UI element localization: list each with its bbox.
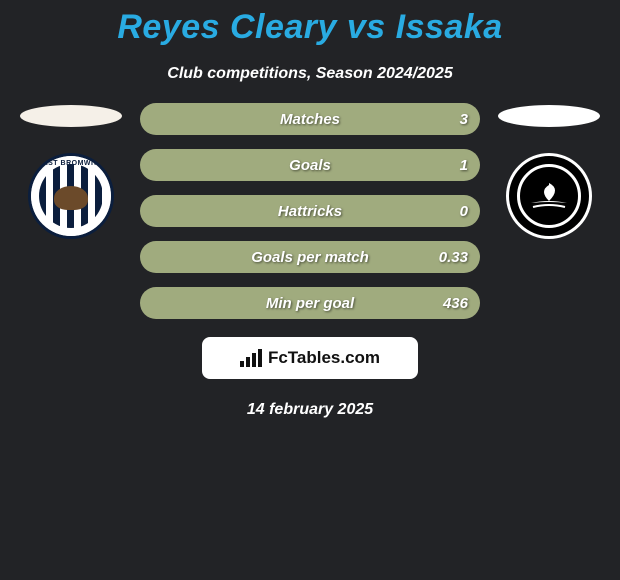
stats-list: Matches 3 Goals 1 Hattricks 0 Goals per match 0… xyxy=(140,103,480,319)
stat-row: Matches 3 xyxy=(140,103,480,135)
ship-icon xyxy=(527,179,571,213)
stat-value-right: 0 xyxy=(460,203,468,220)
stat-row: Hattricks 0 xyxy=(140,195,480,227)
stat-row: Min per goal 436 xyxy=(140,287,480,319)
stat-row: Goals 1 xyxy=(140,149,480,181)
club-badge-right xyxy=(506,153,592,239)
player-left-column: EST BROMWIC xyxy=(20,103,122,239)
brand-badge[interactable]: FcTables.com xyxy=(202,337,418,379)
stat-label: Goals per match xyxy=(251,249,369,266)
brand-text: FcTables.com xyxy=(268,348,380,368)
west-brom-badge-icon: EST BROMWIC xyxy=(28,153,114,239)
stat-label: Goals xyxy=(289,157,331,174)
subtitle: Club competitions, Season 2024/2025 xyxy=(0,65,620,83)
stat-label: Matches xyxy=(280,111,340,128)
stat-label: Hattricks xyxy=(278,203,342,220)
date-label: 14 february 2025 xyxy=(0,401,620,419)
stat-value-right: 1 xyxy=(460,157,468,174)
stat-row: Goals per match 0.33 xyxy=(140,241,480,273)
player-left-avatar-placeholder xyxy=(20,105,122,127)
page-title: Reyes Cleary vs Issaka xyxy=(0,8,620,47)
stat-label: Min per goal xyxy=(266,295,354,312)
stat-value-right: 436 xyxy=(443,295,468,312)
bar-chart-icon xyxy=(240,349,262,367)
player-right-column xyxy=(498,103,600,239)
comparison-row: EST BROMWIC Matches 3 Goals 1 Hattricks 0 Goal… xyxy=(0,103,620,319)
stat-value-right: 3 xyxy=(460,111,468,128)
plymouth-badge-icon xyxy=(506,153,592,239)
stat-value-right: 0.33 xyxy=(439,249,468,266)
player-right-avatar-placeholder xyxy=(498,105,600,127)
club-badge-left: EST BROMWIC xyxy=(28,153,114,239)
